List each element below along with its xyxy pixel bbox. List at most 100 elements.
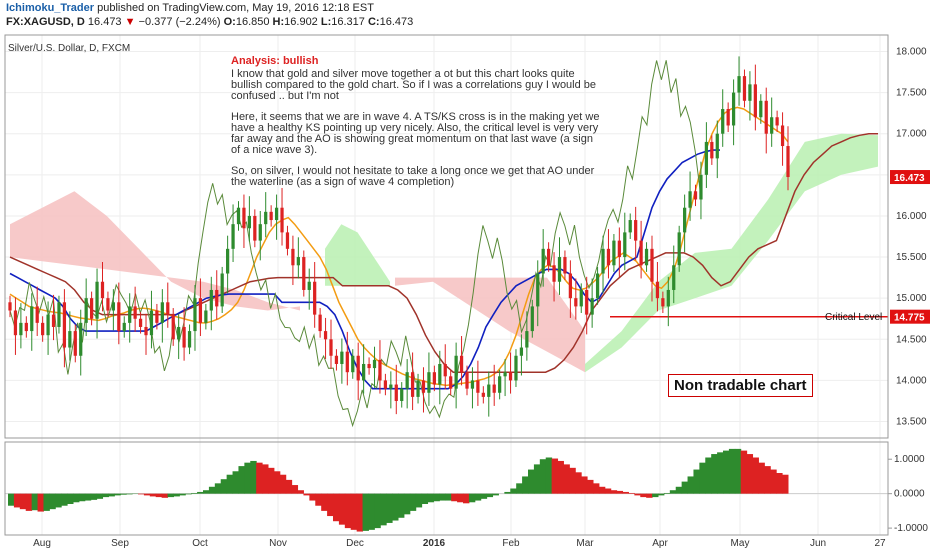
analysis-paragraph-3: So, on silver, I would not hesitate to t… [231,165,595,188]
candle-body [498,376,502,393]
candle-body [128,306,132,323]
candle-body [57,302,61,327]
bear-cloud [395,277,585,373]
ao-bar [557,460,564,494]
candle-body [285,232,290,249]
ao-bar [587,479,594,494]
ao-bar [208,486,216,494]
price-marker-label: 14.775 [894,313,925,324]
ao-bar [167,493,174,498]
candle-body [601,248,605,274]
candle-body [775,117,779,126]
oscillator-pane-frame [4,441,889,536]
candle-body [30,306,34,332]
candle-body [19,322,23,336]
candle-body [220,273,224,307]
ao-bar [610,490,618,494]
x-tick-label: Apr [652,538,668,549]
critical-level-label: Critical Level [825,312,883,323]
candle-body [416,380,420,397]
author-link[interactable]: Ichimoku_Trader [6,2,95,14]
candle-body [552,265,556,282]
candle-body [405,372,409,389]
candle-body [193,298,197,332]
candle-body [612,240,616,266]
ao-bar [669,490,677,494]
candle-body [280,207,284,233]
ao-bar [303,493,310,496]
ao-bar [628,492,635,494]
ao-bar [273,471,281,494]
candle-body [655,281,660,299]
candle-body [568,273,572,299]
price-marker-box [890,170,930,185]
ao-bar [67,493,74,504]
candle-body [35,306,39,323]
candle-body [313,281,317,315]
ao-bar [504,491,511,494]
candle-body [595,273,600,299]
price-chart[interactable]: Aug Sep Oct Nov Dec 2016 Feb Mar Apr May Jun 27 13.5… [0,30,932,550]
candle-body [683,207,687,233]
candle-body [710,141,714,159]
ao-bar [291,485,299,494]
candle-body [454,355,458,389]
candle-body [356,355,360,381]
candle-body [73,331,77,356]
close-label: C: [367,16,380,28]
ao-bar [634,493,641,496]
candle-body [258,224,262,241]
candle-body [247,215,252,229]
ao-bar [191,492,198,494]
ao-bar [185,493,192,495]
candle-body [590,298,594,315]
ao-bar [315,493,322,506]
ao-bar [108,493,115,497]
candle-body [530,306,534,332]
x-tick-label: 27 [874,538,886,549]
candle-body [780,125,785,147]
ao-bar [699,462,706,494]
candle-body [340,351,344,364]
ao-bar [782,474,789,494]
candle-body [24,322,28,332]
ao-bar [380,493,387,526]
bear-cloud [10,191,300,311]
ao-bar [575,472,582,494]
x-tick-label: Nov [269,538,287,549]
ao-bar [386,493,393,523]
ao-bar [474,493,482,501]
price-marker-box [890,309,930,324]
ao-bar [43,493,50,511]
bull-cloud [585,133,878,373]
candle-body [514,355,518,381]
candle-body [79,322,83,356]
candle-body [372,359,377,369]
candle-body [650,248,654,282]
candle-body [525,331,529,348]
y-tick-label: 14.500 [896,334,927,345]
candle-body [269,211,273,221]
candle-body [786,146,790,178]
publish-line: Ichimoku_Trader published on TradingView… [6,2,374,14]
ao-bar [604,488,612,494]
ao-bar [155,493,163,498]
ao-tick-label: -1.0000 [894,523,928,534]
ao-bar [179,493,186,496]
candle-body [226,248,230,274]
candle-body [715,133,719,159]
low-label: L: [320,16,332,28]
candle-body [334,355,339,364]
ao-bar [220,479,228,494]
ao-bar [752,457,759,494]
x-tick-label: Jun [810,538,826,549]
ao-bar [480,493,488,499]
candle-body [204,310,208,323]
candle-body [726,109,730,126]
ao-bar [533,464,541,494]
candle-body [492,384,496,393]
ao-tick-label: 1.0000 [894,454,925,465]
ao-bar [687,476,694,494]
candle-body [345,351,349,373]
y-tick-label: 16.000 [896,211,927,222]
